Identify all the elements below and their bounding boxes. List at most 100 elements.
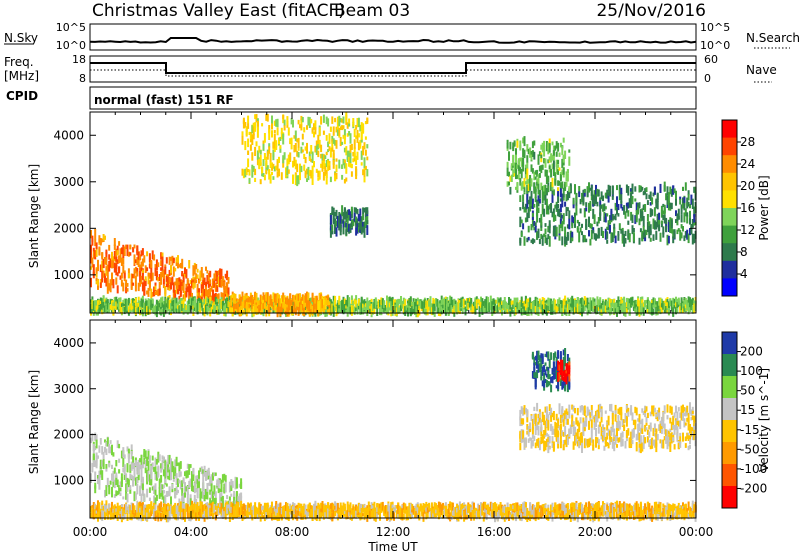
data-cell [112, 505, 115, 509]
data-cell [191, 511, 193, 516]
data-cell [571, 295, 574, 307]
data-cell [238, 299, 241, 311]
data-cell [394, 305, 397, 313]
data-cell [543, 185, 546, 192]
data-cell [515, 148, 517, 157]
data-cell [593, 301, 596, 306]
data-cell [659, 183, 662, 193]
data-cell [247, 115, 250, 124]
data-cell [571, 222, 574, 229]
data-cell [160, 466, 163, 473]
data-cell [213, 280, 216, 288]
data-cell [226, 290, 229, 300]
data-cell [200, 289, 203, 300]
data-cell [468, 301, 471, 307]
data-cell [331, 231, 334, 235]
data-cell [154, 504, 157, 516]
data-cell [153, 290, 156, 297]
data-cell [454, 304, 457, 311]
data-cell [212, 291, 214, 301]
data-cell [289, 138, 292, 144]
data-cell [566, 190, 569, 201]
data-cell [147, 450, 150, 460]
data-cell [585, 219, 588, 230]
data-cell [137, 300, 140, 304]
data-cell [510, 174, 513, 182]
data-cell [554, 225, 557, 237]
data-cell [566, 303, 569, 308]
data-cell [551, 154, 554, 158]
data-cell [234, 293, 237, 305]
data-cell [393, 302, 395, 310]
data-cell [120, 257, 123, 266]
data-cell [216, 479, 219, 486]
data-cell [266, 113, 269, 122]
data-cell [178, 498, 181, 506]
data-cell [301, 304, 304, 311]
data-cell [157, 277, 160, 282]
data-cell [646, 200, 649, 205]
data-cell [95, 242, 98, 250]
data-cell [234, 484, 237, 490]
data-cell [430, 307, 433, 316]
data-cell [311, 128, 314, 133]
data-cell [143, 453, 146, 465]
data-cell [659, 232, 662, 239]
data-cell [346, 305, 349, 310]
data-cell [531, 168, 534, 174]
freq-unit-label: [MHz] [4, 69, 39, 83]
data-cell [543, 158, 546, 164]
data-cell [158, 299, 161, 305]
data-cell [628, 233, 631, 243]
data-cell [349, 163, 352, 168]
data-cell [602, 309, 604, 314]
data-cell [140, 464, 143, 476]
data-cell [533, 140, 536, 146]
power-data [90, 111, 697, 318]
data-cell [335, 172, 338, 180]
data-cell [530, 164, 533, 172]
data-cell [212, 504, 214, 512]
data-cell [112, 305, 115, 316]
data-cell [557, 142, 560, 152]
data-cell [223, 473, 226, 481]
data-cell [287, 127, 290, 136]
data-cell [258, 162, 261, 169]
data-cell [170, 505, 172, 514]
data-cell [150, 288, 153, 299]
data-cell [209, 476, 212, 483]
data-cell [648, 194, 651, 199]
data-cell [278, 168, 280, 177]
data-cell [99, 459, 102, 470]
data-cell [590, 229, 593, 240]
data-cell [649, 202, 652, 206]
data-cell [359, 141, 362, 145]
data-cell [366, 156, 369, 161]
data-cell [320, 116, 323, 125]
data-cell [517, 159, 520, 166]
data-cell [143, 493, 146, 502]
data-cell [676, 229, 679, 235]
data-cell [363, 221, 366, 233]
data-cell [551, 177, 554, 188]
data-cell [595, 233, 597, 241]
data-cell [561, 202, 564, 208]
data-cell [111, 255, 113, 260]
data-cell [617, 304, 620, 314]
data-cell [287, 306, 290, 313]
data-cell [174, 281, 177, 286]
data-cell [684, 182, 687, 191]
data-cell [97, 475, 99, 479]
data-cell [90, 473, 92, 481]
data-cell [357, 222, 360, 233]
data-cell [151, 272, 154, 281]
data-cell [596, 221, 599, 227]
data-cell [272, 163, 275, 169]
data-cell [590, 300, 593, 311]
data-cell [558, 304, 561, 308]
data-cell [592, 208, 595, 219]
data-cell [290, 137, 293, 142]
data-cell [411, 307, 414, 315]
data-cell [175, 258, 178, 267]
data-cell [551, 304, 554, 315]
